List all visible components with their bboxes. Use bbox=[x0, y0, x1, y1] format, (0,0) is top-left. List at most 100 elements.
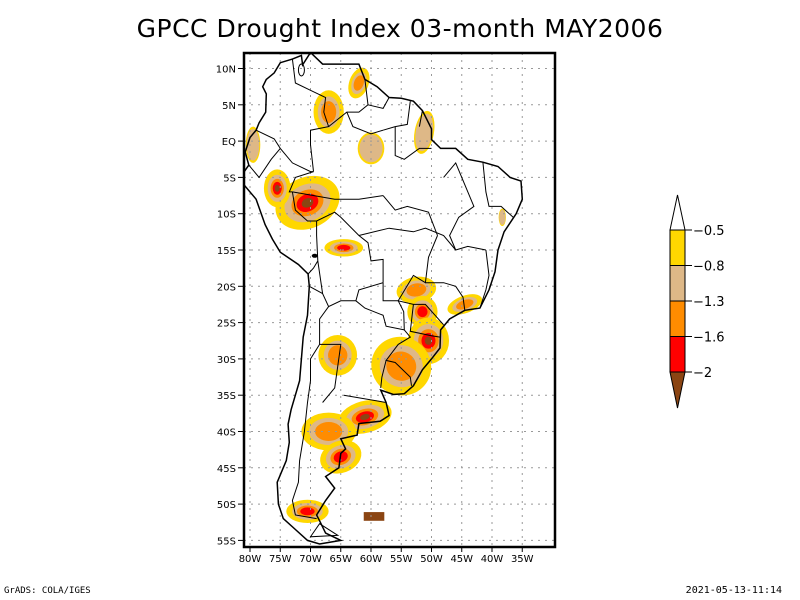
country-border bbox=[358, 227, 457, 251]
country-border bbox=[367, 97, 390, 109]
drought-area-venezuela-delta bbox=[348, 67, 370, 99]
country-border bbox=[482, 162, 514, 218]
country-border bbox=[425, 282, 466, 311]
legend-label: −0.8 bbox=[693, 260, 725, 275]
lon-tick-label: 40W bbox=[481, 554, 504, 565]
country-border bbox=[409, 304, 441, 338]
country-border bbox=[380, 360, 387, 388]
lat-tick-label: 20S bbox=[217, 282, 236, 293]
lon-tick-label: 75W bbox=[269, 554, 292, 565]
legend-swatch bbox=[669, 265, 686, 302]
drought-level-orange bbox=[328, 345, 348, 366]
country-border bbox=[292, 191, 384, 200]
lat-tick-label: 15S bbox=[217, 246, 236, 257]
drought-level-brown bbox=[274, 184, 280, 192]
country-border bbox=[479, 249, 490, 309]
country-border bbox=[343, 394, 387, 403]
lat-tick-label: 35S bbox=[217, 391, 236, 402]
legend-label: −1.6 bbox=[693, 331, 725, 346]
grads-credit: GrADS: COLA/IGES bbox=[4, 586, 91, 596]
country-border bbox=[397, 235, 444, 326]
legend-label: −2 bbox=[693, 366, 712, 381]
drought-area-falklands bbox=[363, 512, 385, 521]
country-border bbox=[291, 191, 319, 275]
country-border bbox=[382, 101, 411, 131]
drought-area-brazil-northeast bbox=[498, 208, 506, 227]
drought-area-rio-de-janeiro-coast bbox=[447, 294, 483, 315]
drought-level-orange bbox=[353, 75, 365, 91]
lon-tick-label: 70W bbox=[299, 554, 322, 565]
timestamp: 2021-05-13-11:14 bbox=[685, 585, 782, 596]
drought-area-bolivia-north bbox=[324, 239, 364, 257]
legend-swatch bbox=[669, 336, 686, 373]
legend-label: −1.3 bbox=[693, 295, 725, 310]
lon-tick-label: 50W bbox=[420, 554, 443, 565]
latitude-axis: 10N 5N EQ 5S 10S 15S 20S 25S 30S 35S 40S 45S 50S 55S bbox=[216, 65, 244, 547]
colorbar-legend: −0.5 −0.8 −1.3 −1.6 −2 bbox=[669, 194, 725, 409]
lon-tick-label: 45W bbox=[450, 554, 473, 565]
country-border bbox=[328, 79, 369, 127]
grid-lines bbox=[244, 53, 555, 547]
drought-area-western-amazon-peru bbox=[275, 175, 340, 230]
lat-tick-label: 30S bbox=[217, 355, 236, 366]
country-border bbox=[418, 110, 423, 127]
lon-tick-label: 65W bbox=[329, 554, 352, 565]
drought-level-brown bbox=[424, 336, 433, 345]
lake-titicaca bbox=[311, 253, 318, 258]
legend-arrow-top bbox=[669, 194, 686, 231]
drought-level-red bbox=[417, 306, 428, 318]
country-border bbox=[255, 129, 314, 173]
country-border bbox=[248, 148, 281, 179]
lat-tick-label: 10S bbox=[217, 210, 236, 221]
drought-fields bbox=[245, 67, 506, 523]
country-border bbox=[317, 260, 384, 308]
country-border bbox=[288, 171, 314, 193]
lat-tick-label: 55S bbox=[217, 536, 236, 547]
chart-title: GPCC Drought Index 03-month MAY2006 bbox=[136, 14, 664, 43]
drought-level-tan bbox=[499, 209, 506, 225]
legend-swatch bbox=[669, 300, 686, 337]
drought-level-brown bbox=[360, 413, 370, 421]
lat-tick-label: EQ bbox=[222, 137, 236, 148]
lat-tick-label: 10N bbox=[216, 65, 236, 76]
drought-level-brown bbox=[363, 512, 385, 521]
country-border bbox=[382, 195, 438, 236]
lon-tick-label: 55W bbox=[390, 554, 413, 565]
lat-tick-label: 5S bbox=[223, 173, 236, 184]
legend-swatch bbox=[669, 229, 686, 266]
lat-tick-label: 25S bbox=[217, 319, 236, 330]
lat-tick-label: 40S bbox=[217, 428, 236, 439]
drought-level-orange bbox=[406, 283, 427, 297]
lat-tick-label: 50S bbox=[217, 500, 236, 511]
coastline bbox=[244, 53, 524, 545]
lake-maracaibo bbox=[297, 63, 305, 77]
legend-label: −0.5 bbox=[693, 224, 725, 239]
country-border bbox=[291, 306, 330, 520]
lat-tick-label: 45S bbox=[217, 464, 236, 475]
country-border bbox=[316, 211, 384, 283]
tierra-del-fuego bbox=[309, 523, 340, 538]
country-border bbox=[443, 161, 486, 251]
drought-area-amazon-central bbox=[357, 132, 385, 165]
country-border bbox=[309, 285, 323, 295]
drought-area-sao-paulo-parana bbox=[396, 276, 437, 304]
country-border bbox=[319, 343, 342, 403]
lon-tick-label: 60W bbox=[360, 554, 383, 565]
drought-level-tan bbox=[359, 134, 383, 163]
country-border bbox=[394, 126, 432, 160]
legend-arrow-bottom bbox=[669, 371, 686, 409]
country-border bbox=[291, 59, 330, 172]
country-border bbox=[346, 111, 384, 135]
drought-area-venezuela-south bbox=[313, 90, 344, 134]
lon-tick-label: 80W bbox=[239, 554, 262, 565]
map-frame bbox=[242, 51, 557, 549]
drought-level-orange bbox=[386, 351, 417, 381]
country-boundaries bbox=[244, 53, 524, 545]
drought-area-peru-north bbox=[263, 169, 291, 208]
drought-area-argentina-cordoba bbox=[318, 334, 358, 376]
lon-tick-label: 35W bbox=[511, 554, 534, 565]
lat-tick-label: 5N bbox=[222, 101, 236, 112]
longitude-axis: 80W 75W 70W 65W 60W 55W 50W 45W 40W 35W bbox=[239, 547, 534, 565]
drought-level-orange bbox=[456, 299, 474, 310]
